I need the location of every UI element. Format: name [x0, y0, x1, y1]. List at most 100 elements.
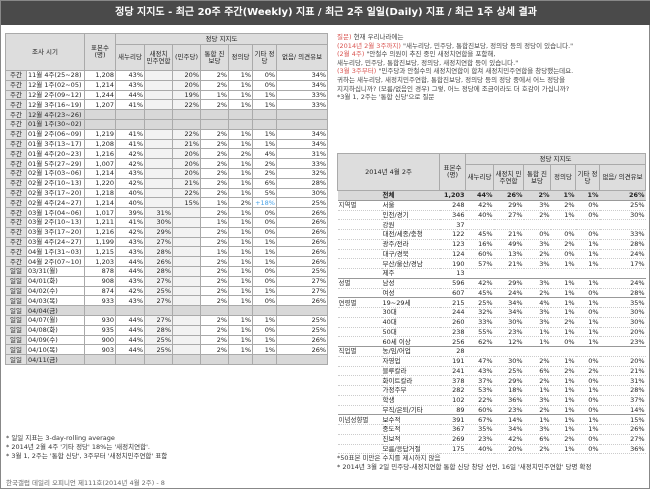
- table-cell: 2%: [575, 366, 600, 377]
- table-row: 제주 13: [337, 268, 646, 279]
- table-cell: 1,214: [84, 197, 116, 209]
- table-cell: [337, 190, 382, 201]
- table-row: 직업별 농/임/어업 28: [337, 346, 646, 357]
- table-cell: 0%: [575, 210, 600, 221]
- table-cell: 22%: [172, 99, 201, 111]
- table-cell: 1%: [575, 297, 600, 308]
- table-cell: 1%: [228, 128, 253, 140]
- table-cell: 0%: [252, 295, 277, 307]
- column-header: 통합 진보당: [200, 44, 229, 71]
- table-cell: 전체: [381, 190, 440, 201]
- table-cell: 43%: [115, 167, 145, 179]
- table-cell: 1%: [523, 414, 551, 425]
- table-cell: 1%: [252, 138, 277, 150]
- table-cell: 2%: [523, 288, 551, 299]
- table-cell: 20%: [172, 148, 201, 160]
- table-cell: 2%: [200, 314, 229, 326]
- column-header: 없음/ 의견유보: [599, 164, 647, 191]
- table-cell: 1%: [200, 197, 229, 209]
- table-cell: [337, 229, 382, 240]
- table-cell: 일일: [5, 314, 27, 326]
- table-cell: 02월 3주(17~20): [26, 187, 85, 199]
- note-line: 질문) 현재 우리나라에는: [337, 33, 645, 42]
- table-cell: 60%: [465, 249, 494, 260]
- table-cell: 1%: [550, 356, 576, 367]
- table-cell: 0%: [523, 229, 551, 240]
- table-cell: 43%: [465, 366, 494, 377]
- table-cell: 04/10(목): [26, 344, 85, 356]
- table-row: 진보적 269 23% 42% 6% 2% 0% 27%: [337, 434, 646, 445]
- table-cell: 2%: [523, 210, 551, 221]
- table-cell: 30대: [381, 307, 440, 318]
- table-cell: 44%: [465, 190, 494, 201]
- table-cell: 일일: [5, 334, 27, 346]
- table-cell: 27%: [144, 275, 173, 287]
- table-cell: 33%: [599, 229, 646, 240]
- table-cell: 20%: [599, 356, 646, 367]
- table-cell: 1%: [228, 207, 253, 218]
- table-cell: [337, 434, 382, 445]
- table-cell: [252, 354, 277, 365]
- table-cell: 학생: [381, 395, 440, 406]
- table-cell: [144, 138, 173, 150]
- table-cell: 일일: [5, 305, 27, 316]
- table-cell: 2%: [228, 197, 253, 209]
- table-row: 일일 04/07(월) 930 44% 27% 2% 1% 1% 25%: [5, 314, 329, 326]
- table-cell: 2%: [200, 128, 229, 140]
- table-cell: 607: [439, 288, 466, 299]
- table-cell: 02월 4주(24~27): [26, 197, 85, 209]
- table-cell: 부산/울산/경남: [381, 258, 440, 269]
- table-cell: 60%: [465, 405, 494, 416]
- table-cell: 367: [439, 424, 466, 435]
- table-cell: 43%: [115, 79, 145, 91]
- table-cell: 중도적: [381, 424, 440, 435]
- table-row: 30대 244 32% 34% 3% 1% 0% 30%: [337, 307, 646, 318]
- table-cell: 28%: [599, 385, 646, 396]
- table-cell: [144, 197, 173, 209]
- table-cell: 1%: [550, 210, 576, 221]
- table-row: 일일 04/11(금): [5, 354, 329, 365]
- table-cell: [172, 256, 201, 267]
- note-prefix: (2014년 2월 3주까지): [337, 41, 401, 50]
- table-cell: 1,244: [84, 89, 116, 101]
- note-prefix: (3월 3주부터): [337, 67, 377, 76]
- table-cell: 44%: [115, 334, 145, 346]
- table-cell: 1%: [575, 317, 600, 328]
- table-cell: 1,199: [84, 236, 116, 248]
- table-cell: 933: [84, 295, 116, 307]
- table-cell: 34%: [275, 79, 329, 91]
- table-cell: 주간: [5, 89, 27, 101]
- table-cell: 33%: [275, 89, 329, 101]
- table-cell: 1%: [550, 444, 576, 455]
- table-cell: 2%: [200, 158, 229, 169]
- table-cell: 2%: [200, 177, 229, 189]
- table-cell: 2%: [550, 199, 576, 211]
- table-cell: 2%: [200, 226, 229, 238]
- table-cell: 42%: [115, 285, 145, 297]
- table-cell: [144, 109, 173, 120]
- table-cell: 25%: [465, 297, 494, 308]
- table-cell: 40%: [465, 444, 494, 455]
- table-cell: [144, 305, 173, 316]
- table-cell: 2%: [523, 249, 551, 260]
- table-cell: 13: [439, 268, 466, 279]
- table-cell: 22%: [465, 395, 494, 406]
- table-cell: 1%: [228, 246, 253, 258]
- table-cell: 주간: [5, 167, 27, 179]
- header-period: 조사 시기: [5, 33, 85, 71]
- table-cell: 주간: [5, 207, 27, 218]
- table-cell: 2%: [200, 265, 229, 277]
- table-cell: [575, 346, 600, 357]
- table-cell: 0%: [252, 70, 277, 81]
- table-cell: 1%: [252, 236, 277, 248]
- table-cell: 17%: [599, 258, 646, 269]
- table-cell: [172, 109, 201, 120]
- note-line: (2월 4주) "안철수 의원이 추진 중인 새정치연합을 포함해,: [337, 50, 645, 59]
- table-cell: 2%: [523, 375, 551, 386]
- table-cell: [228, 354, 253, 365]
- table-cell: 67%: [465, 414, 494, 425]
- note-line: * 일일 지표는 3-day-rolling average: [6, 434, 115, 442]
- table-cell: 244: [439, 307, 466, 318]
- table-cell: 1%: [550, 288, 576, 299]
- table-cell: 32%: [275, 167, 329, 179]
